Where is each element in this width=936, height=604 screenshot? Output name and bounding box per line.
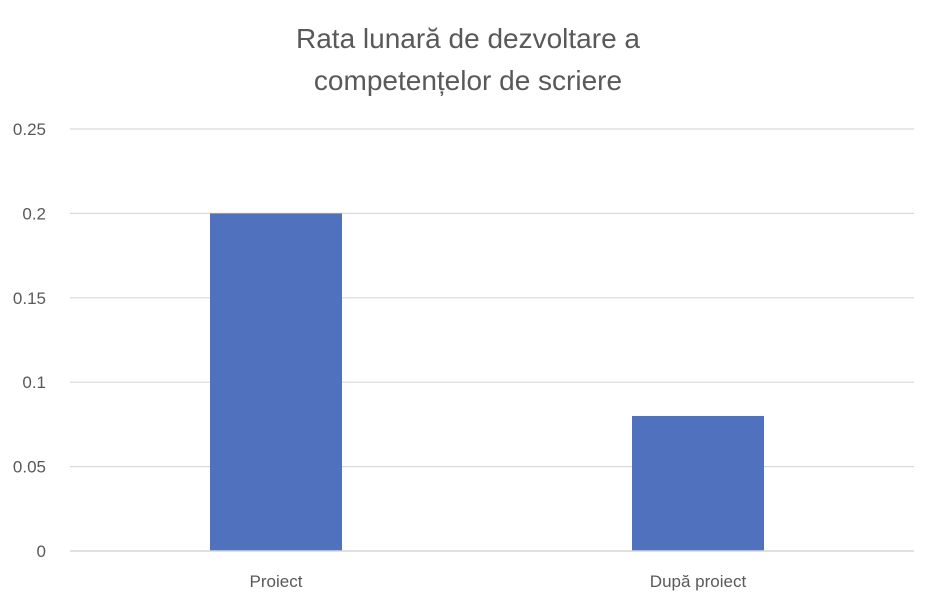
x-tick-label: Proiect — [250, 572, 303, 591]
y-tick-label: 0.25 — [13, 120, 46, 139]
y-tick-label: 0.2 — [22, 204, 46, 223]
y-tick-label: 0.05 — [13, 458, 46, 477]
bar-1 — [210, 213, 342, 551]
x-tick-label: După proiect — [650, 572, 747, 591]
chart-title-line-2: competențelor de scriere — [313, 65, 623, 96]
y-tick-label: 0 — [37, 542, 46, 561]
chart-title: Rata lunară de dezvoltare a competențelo… — [0, 18, 936, 102]
bar-2 — [632, 415, 764, 551]
chart-title-line-1: Rata lunară de dezvoltare a — [296, 23, 640, 54]
y-tick-label: 0.1 — [22, 373, 46, 392]
y-tick-label: 0.15 — [13, 289, 46, 308]
